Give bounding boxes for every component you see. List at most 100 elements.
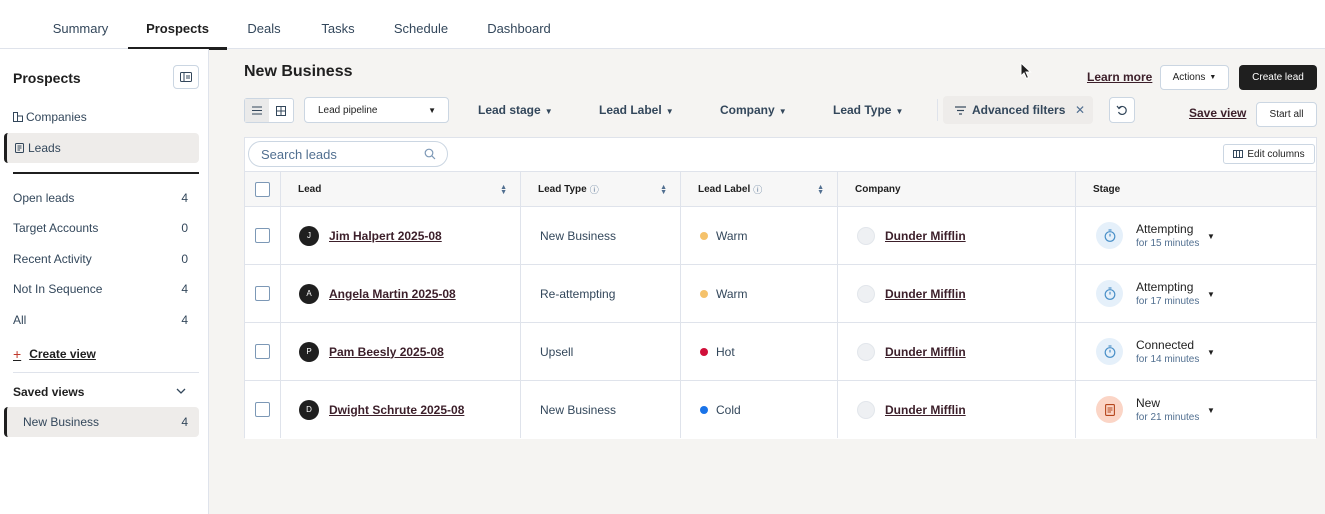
board-view-button[interactable] bbox=[269, 99, 293, 122]
company-link[interactable]: Dunder Mifflin bbox=[885, 344, 966, 359]
tab-deals[interactable]: Deals bbox=[247, 21, 281, 36]
company-link[interactable]: Dunder Mifflin bbox=[885, 228, 966, 243]
row-checkbox[interactable] bbox=[255, 286, 270, 301]
view-count: 4 bbox=[181, 415, 188, 429]
save-view-link[interactable]: Save view bbox=[1189, 106, 1247, 120]
select-all-checkbox[interactable] bbox=[255, 182, 270, 197]
view-label: Recent Activity bbox=[13, 252, 92, 266]
tab-dashboard[interactable]: Dashboard bbox=[487, 21, 551, 36]
filter-lead-label[interactable]: Lead Label ▼ bbox=[599, 103, 674, 117]
actions-label: Actions bbox=[1172, 72, 1206, 83]
caret-down-icon: ▼ bbox=[428, 105, 436, 115]
stage-dropdown-caret[interactable]: ▼ bbox=[1207, 348, 1215, 357]
filter-lead-type[interactable]: Lead Type ▼ bbox=[833, 103, 903, 117]
lead-label-cell: Cold bbox=[681, 381, 838, 438]
clear-filters-icon[interactable]: ✕ bbox=[1074, 103, 1085, 117]
advanced-filters-label: Advanced filters bbox=[972, 103, 1066, 117]
tab-summary[interactable]: Summary bbox=[52, 21, 109, 36]
view-count: 0 bbox=[181, 221, 188, 235]
filter-label: Lead stage bbox=[478, 103, 541, 117]
column-header-lead-type[interactable]: Lead Type ⓘ ▲ ▼ bbox=[521, 172, 681, 207]
edit-columns-button[interactable]: Edit columns bbox=[1223, 144, 1315, 164]
tab-prospects[interactable]: Prospects bbox=[128, 0, 227, 50]
company-logo bbox=[857, 284, 875, 303]
company-cell: Dunder Mifflin bbox=[838, 323, 1076, 380]
start-all-button[interactable]: Start all bbox=[1256, 102, 1317, 127]
lead-link[interactable]: Dwight Schrute 2025-08 bbox=[329, 402, 465, 417]
row-select-cell bbox=[245, 323, 281, 380]
column-header-lead[interactable]: Lead ▲ ▼ bbox=[281, 172, 521, 207]
sidebar-view-all[interactable]: All 4 bbox=[4, 305, 199, 335]
select-all-cell bbox=[245, 172, 281, 207]
lead-link[interactable]: Pam Beesly 2025-08 bbox=[329, 344, 444, 359]
actions-button[interactable]: Actions ▼ bbox=[1160, 65, 1229, 90]
create-view-link[interactable]: + Create view bbox=[13, 346, 96, 362]
column-header-stage[interactable]: Stage bbox=[1076, 172, 1316, 207]
sidebar-item-leads[interactable]: Leads bbox=[4, 133, 199, 163]
lead-label-value: Warm bbox=[716, 286, 748, 301]
tab-tasks[interactable]: Tasks bbox=[321, 21, 355, 36]
lead-type-cell: Upsell bbox=[521, 323, 681, 380]
stage-duration: for 14 minutes bbox=[1136, 353, 1200, 365]
sort-icon[interactable]: ▲ ▼ bbox=[500, 183, 507, 196]
lead-cell: D Dwight Schrute 2025-08 bbox=[281, 381, 521, 438]
label-dot bbox=[700, 231, 708, 240]
tab-schedule[interactable]: Schedule bbox=[393, 21, 449, 36]
stage-text: Connected for 14 minutes bbox=[1136, 338, 1199, 366]
stage-name: Connected bbox=[1136, 337, 1195, 352]
sidebar-title: Prospects bbox=[13, 70, 81, 86]
document-icon bbox=[15, 143, 24, 153]
saved-views-title: Saved views bbox=[13, 385, 85, 399]
lead-label-value: Warm bbox=[716, 228, 748, 243]
list-view-button[interactable] bbox=[245, 99, 269, 122]
filter-label: Company bbox=[720, 103, 775, 117]
sidebar-view-target-accounts[interactable]: Target Accounts 0 bbox=[4, 213, 199, 243]
create-lead-button[interactable]: Create lead bbox=[1239, 65, 1317, 90]
caret-down-icon: ▼ bbox=[895, 107, 904, 116]
table-row: J Jim Halpert 2025-08 New Business Warm … bbox=[245, 207, 1316, 265]
lead-type-cell: Re-attempting bbox=[521, 265, 681, 322]
search-input[interactable]: Search leads bbox=[248, 141, 448, 167]
saved-view-new-business[interactable]: New Business 4 bbox=[4, 407, 199, 437]
sidebar-view-not-in-sequence[interactable]: Not In Sequence 4 bbox=[4, 274, 199, 304]
avatar: P bbox=[299, 341, 319, 362]
column-header-lead-label[interactable]: Lead Label ⓘ ▲ ▼ bbox=[681, 172, 838, 207]
lead-label-cell: Warm bbox=[681, 207, 838, 264]
search-icon bbox=[424, 148, 436, 160]
stage-cell: Connected for 14 minutes ▼ bbox=[1076, 323, 1316, 380]
row-checkbox[interactable] bbox=[255, 402, 270, 417]
row-checkbox[interactable] bbox=[255, 344, 270, 359]
company-link[interactable]: Dunder Mifflin bbox=[885, 402, 966, 417]
lead-link[interactable]: Angela Martin 2025-08 bbox=[329, 286, 456, 301]
columns-icon bbox=[1233, 150, 1244, 158]
filter-company[interactable]: Company ▼ bbox=[720, 103, 787, 117]
grid-icon bbox=[276, 105, 286, 116]
sidebar-view-recent-activity[interactable]: Recent Activity 0 bbox=[4, 244, 199, 274]
sort-icon[interactable]: ▲ ▼ bbox=[817, 183, 824, 196]
column-header-company[interactable]: Company bbox=[838, 172, 1076, 207]
sidebar: Prospects Companies Leads Open leads 4 T… bbox=[0, 49, 209, 514]
reset-view-button[interactable] bbox=[1109, 97, 1135, 123]
collapse-sidebar-button[interactable] bbox=[173, 65, 199, 89]
lead-link[interactable]: Jim Halpert 2025-08 bbox=[329, 228, 442, 243]
chevron-down-icon[interactable] bbox=[176, 385, 186, 397]
filter-lead-stage[interactable]: Lead stage ▼ bbox=[478, 103, 553, 117]
top-nav: Summary Prospects Deals Tasks Schedule D… bbox=[0, 0, 1325, 50]
stage-dropdown-caret[interactable]: ▼ bbox=[1207, 290, 1215, 299]
info-icon[interactable]: ⓘ bbox=[589, 185, 599, 195]
info-icon[interactable]: ⓘ bbox=[753, 185, 763, 195]
learn-more-link[interactable]: Learn more bbox=[1087, 70, 1153, 84]
pipeline-select[interactable]: Lead pipeline ▼ bbox=[304, 97, 449, 123]
advanced-filters-button[interactable]: Advanced filters ✕ bbox=[943, 96, 1093, 124]
nav-tabs: Summary Prospects Deals Tasks Schedule D… bbox=[33, 0, 571, 50]
view-label: All bbox=[13, 313, 27, 327]
row-checkbox[interactable] bbox=[255, 228, 270, 243]
stage-dropdown-caret[interactable]: ▼ bbox=[1207, 406, 1215, 415]
sidebar-view-open-leads[interactable]: Open leads 4 bbox=[4, 183, 199, 213]
company-link[interactable]: Dunder Mifflin bbox=[885, 286, 966, 301]
stage-dropdown-caret[interactable]: ▼ bbox=[1207, 232, 1215, 241]
sidebar-item-companies[interactable]: Companies bbox=[4, 102, 199, 132]
table-row: D Dwight Schrute 2025-08 New Business Co… bbox=[245, 381, 1316, 439]
sort-icon[interactable]: ▲ ▼ bbox=[660, 183, 667, 196]
label-dot bbox=[700, 405, 708, 414]
